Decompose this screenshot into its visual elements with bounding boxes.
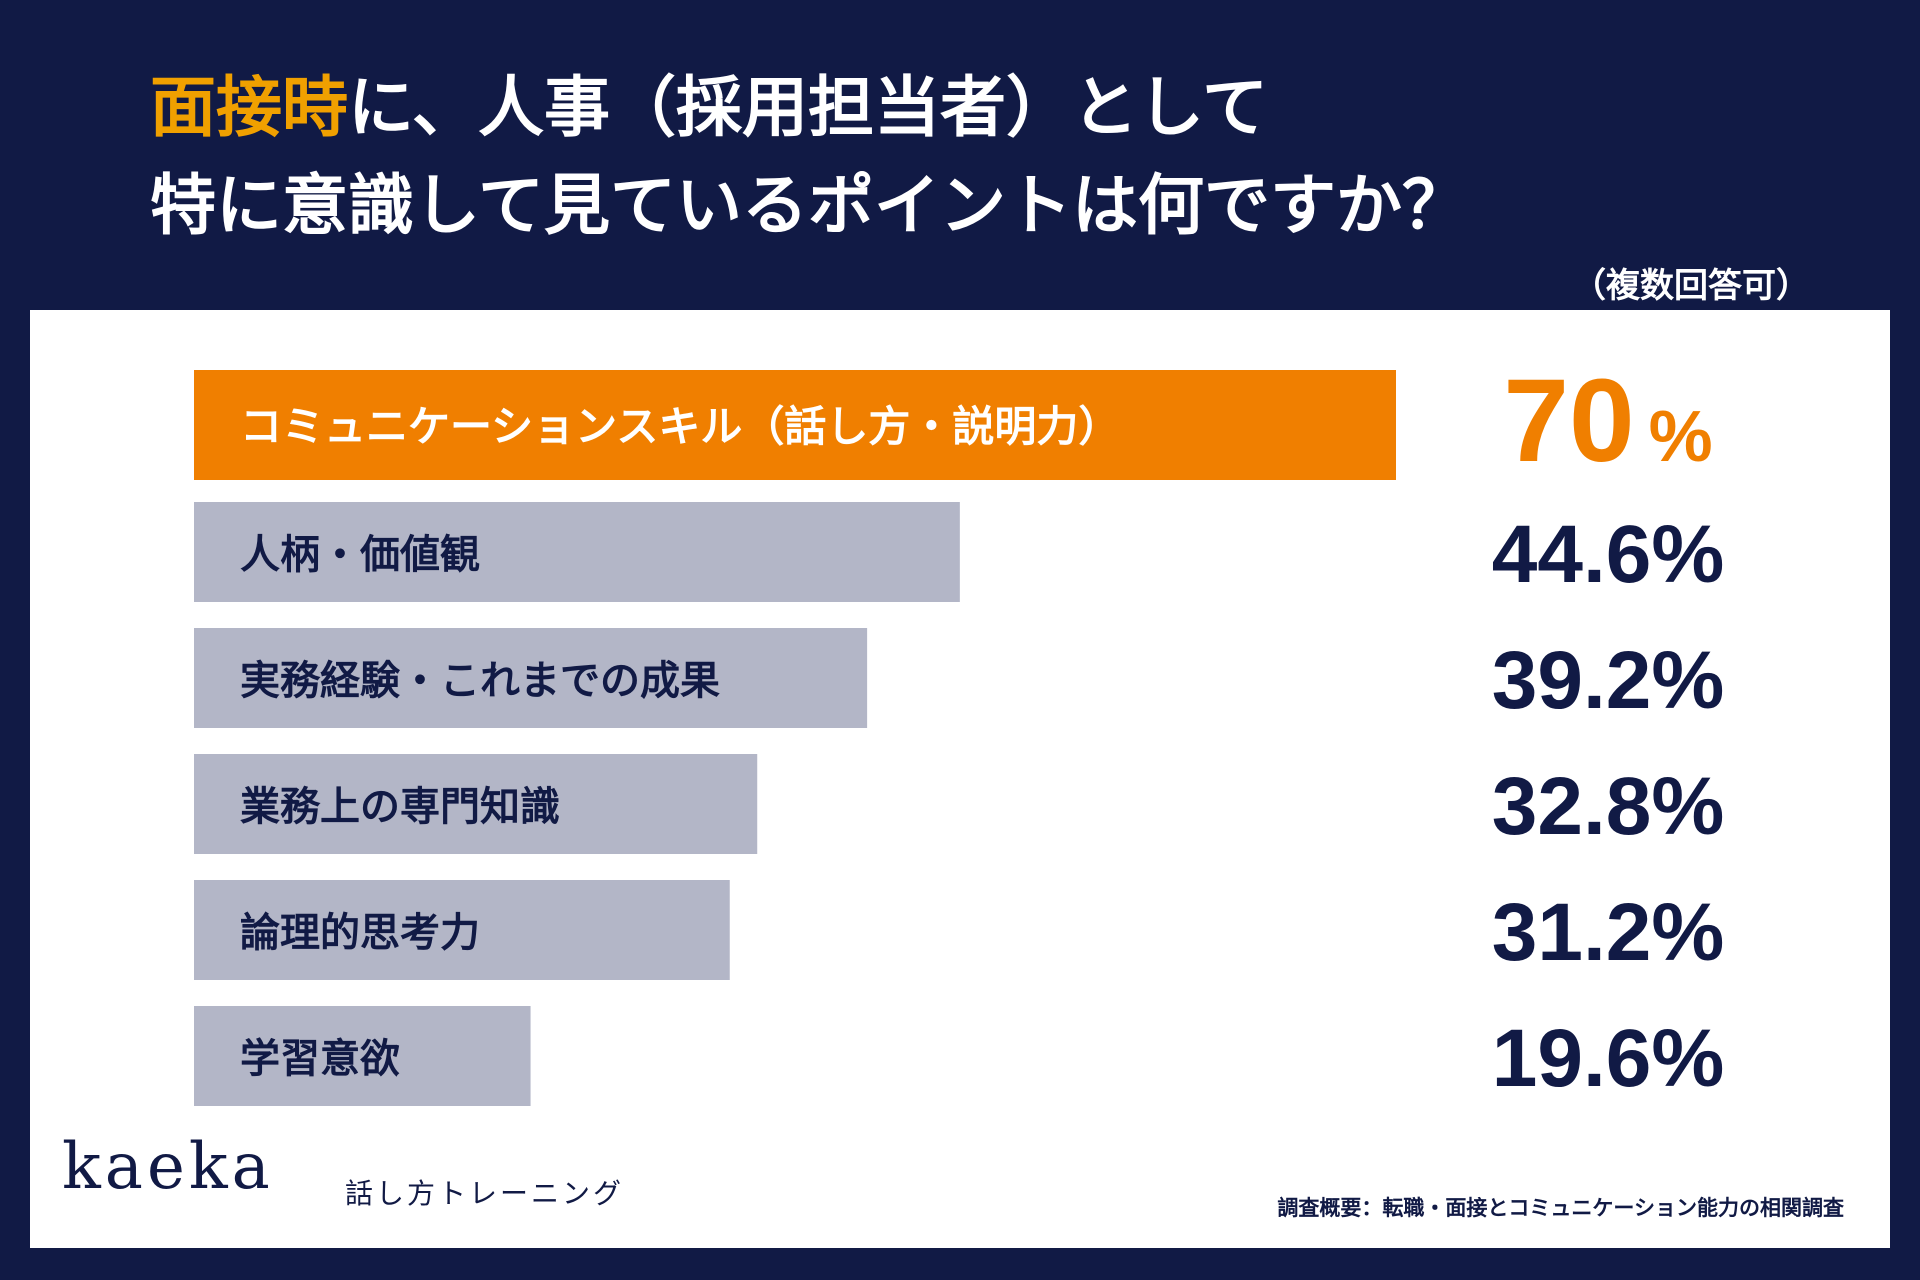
survey-note: 調査概要：転職・面接とコミュニケーション能力の相関調査 [1277, 1196, 1844, 1220]
title-line-1: 面接時に、人事（採用担当者）として [150, 58, 1468, 156]
value-label-0-number: 70 [1503, 355, 1634, 487]
chart-panel: コミュニケーションスキル（話し方・説明力） 70% 人柄・価値観 44.6% 実務経験・… [30, 310, 1890, 1248]
title-line-2: 特に意識して見ているポイントは何ですか？ [150, 166, 1469, 244]
value-label-3: 32.8% [1492, 761, 1725, 852]
bar-0 [194, 370, 1396, 480]
bar-label-4: 論理的思考力 [240, 910, 480, 956]
value-label-4: 31.2% [1492, 887, 1725, 978]
chart-title: 面接時に、人事（採用担当者）として 特に意識して見ているポイントは何ですか？ [150, 58, 1468, 254]
bar-label-5: 学習意欲 [240, 1036, 400, 1082]
value-label-2: 39.2% [1492, 635, 1725, 726]
brand-subtitle: 話し方トレーニング [345, 1177, 625, 1210]
value-label-0-unit: % [1649, 397, 1713, 477]
bar-5 [194, 1006, 531, 1106]
title-highlight: 面接時 [150, 68, 348, 146]
title-line-1-rest: に、人事（採用担当者）として [348, 68, 1269, 146]
bar-4 [194, 880, 730, 980]
value-label-0: 70% [1503, 355, 1712, 487]
bar-label-0: コミュニケーションスキル（話し方・説明力） [240, 402, 1120, 451]
value-label-1: 44.6% [1492, 509, 1725, 600]
brand-logo: kaeka [62, 1130, 274, 1204]
bar-label-3: 業務上の専門知識 [240, 784, 560, 830]
multiple-answers-note: （複数回答可） [1572, 266, 1810, 306]
bar-2 [194, 628, 868, 728]
bar-label-2: 実務経験・これまでの成果 [240, 658, 720, 704]
bar-label-1: 人柄・価値観 [240, 532, 480, 578]
bar-chart: コミュニケーションスキル（話し方・説明力） 70 % 人柄・価値観 44.6% 実務経験・… [194, 355, 1725, 1106]
value-label-5: 19.6% [1492, 1013, 1725, 1104]
bar-3 [194, 754, 758, 854]
bar-1 [194, 502, 960, 602]
